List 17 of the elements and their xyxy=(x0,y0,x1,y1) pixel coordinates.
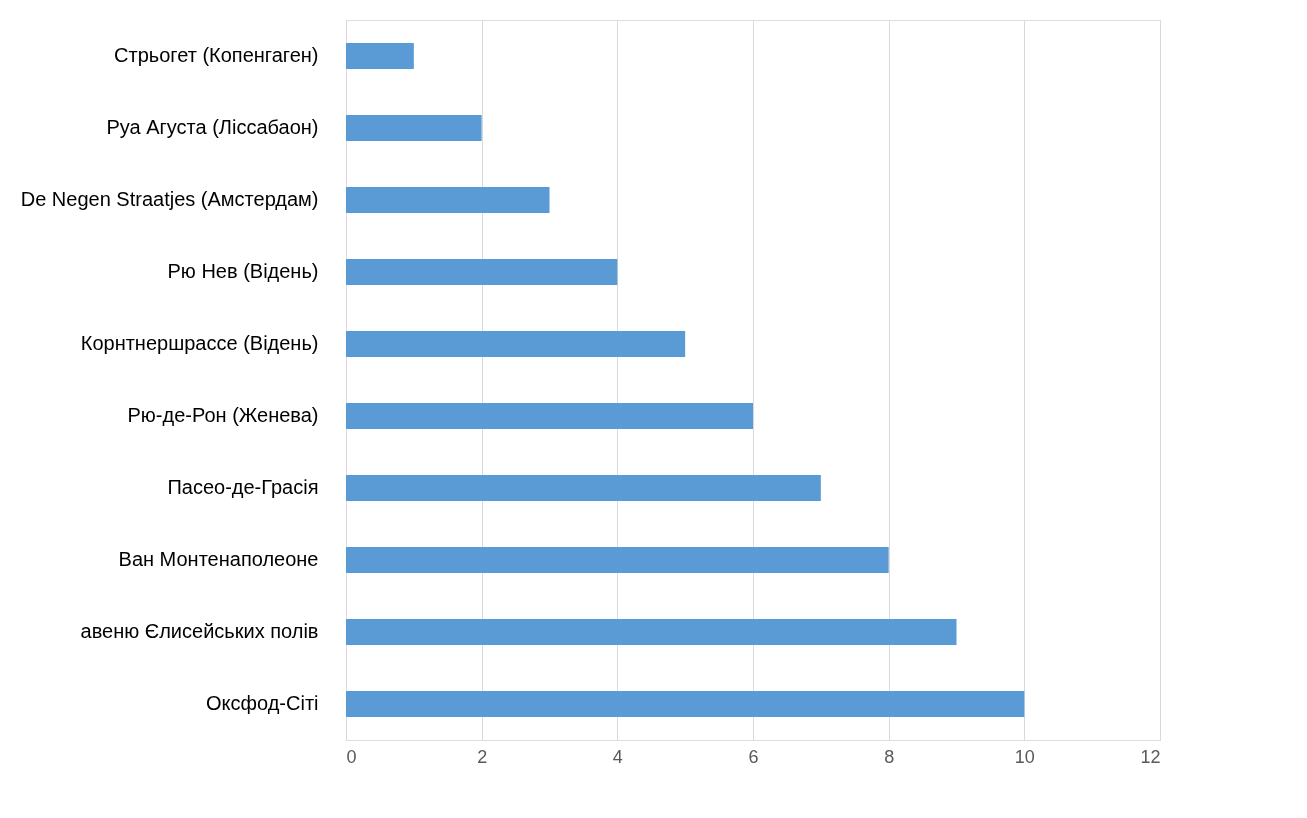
x-tick-label: 6 xyxy=(748,746,759,767)
y-tick-label: Ван Монтенаполеоне xyxy=(118,548,319,570)
x-tick-label: 12 xyxy=(1140,746,1161,767)
y-tick-label: Пасео-де-Грасія xyxy=(167,476,319,498)
y-tick-label: авеню Єлисейських полів xyxy=(80,620,319,642)
x-tick-label: 0 xyxy=(346,746,357,767)
x-tick-label: 8 xyxy=(884,746,895,767)
x-tick-label: 4 xyxy=(612,746,623,767)
y-tick-label: Рю-де-Рон (Женева) xyxy=(127,404,319,426)
y-tick-label: De Negen Straatjes (Амстердам) xyxy=(20,188,319,210)
y-tick-label: Корнтнершрассе (Відень) xyxy=(80,332,319,354)
y-tick-label: Оксфод-Сіті xyxy=(206,692,319,714)
y-tick-label: Стрьогет (Копенгаген) xyxy=(114,44,319,66)
x-tick-label: 2 xyxy=(477,746,488,767)
y-tick-label: Рю Нев (Відень) xyxy=(167,260,319,282)
y-tick-label: Руа Агуста (Ліссабаон) xyxy=(106,116,319,138)
x-tick-label: 10 xyxy=(1014,746,1035,767)
